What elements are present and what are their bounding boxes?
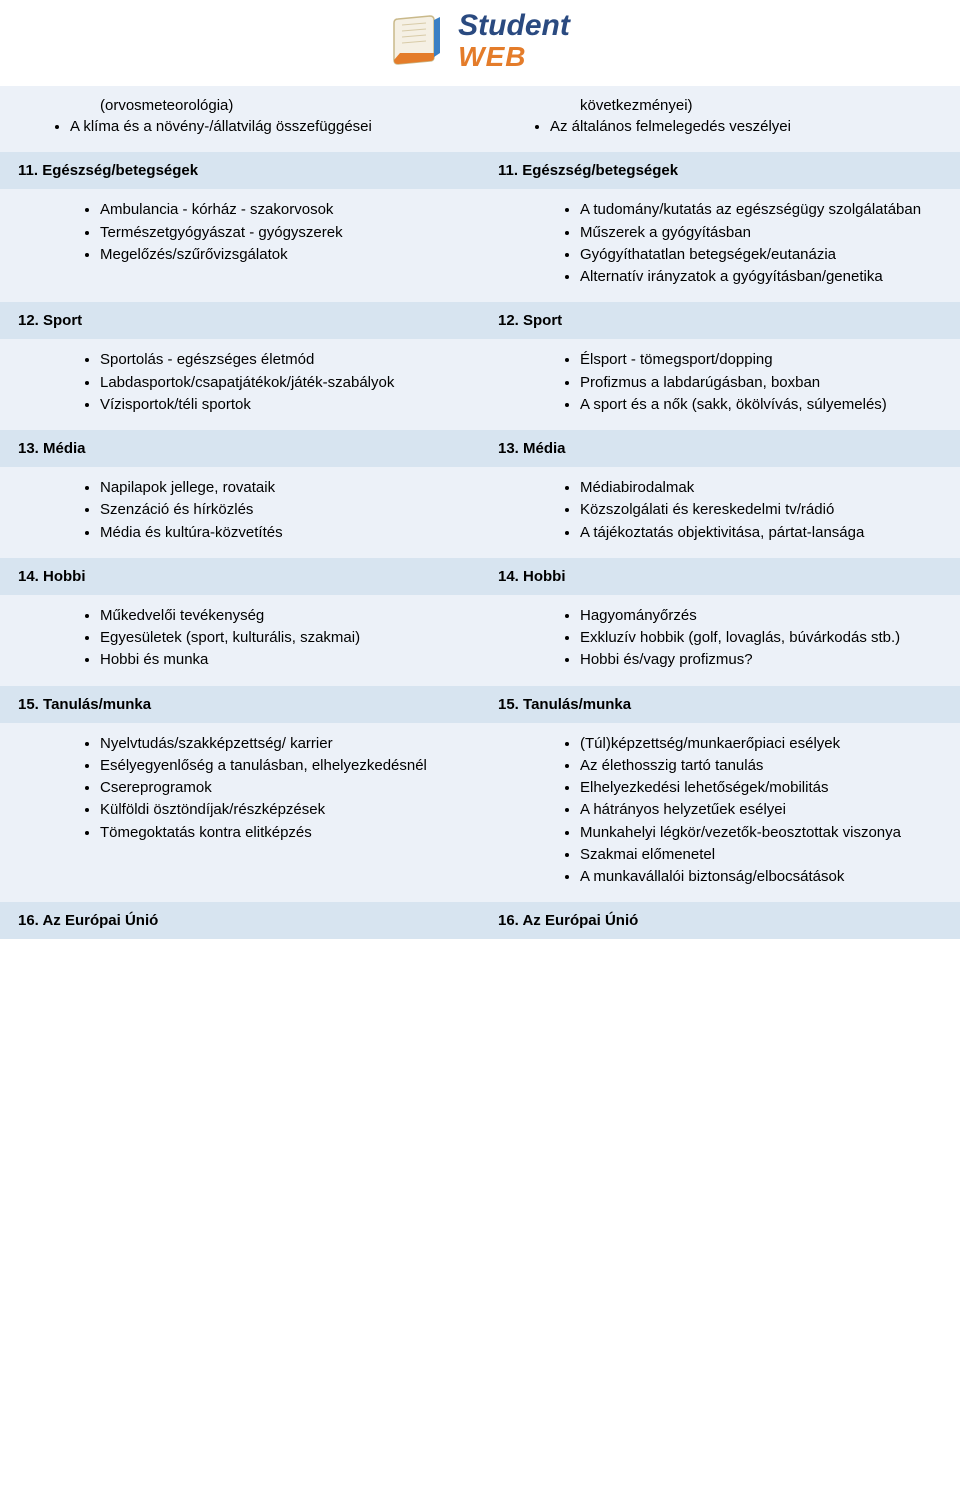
section-16-right-heading: 16. Az Európai Únió xyxy=(480,902,960,939)
continuation-right-line: következményei) xyxy=(498,96,942,116)
list-item: A munkavállalói biztonság/elbocsátások xyxy=(580,866,942,888)
list-item: Alternatív irányzatok a gyógyításban/gen… xyxy=(580,266,942,288)
list-item: Egyesületek (sport, kulturális, szakmai) xyxy=(100,627,462,649)
list-item: Ambulancia - kórház - szakorvosok xyxy=(100,199,462,221)
continuation-left-list: A klíma és a növény-/állatvilág összefüg… xyxy=(18,116,462,138)
section-13-right-list: Médiabirodalmak Közszolgálati és kereske… xyxy=(498,477,942,544)
list-item: Profizmus a labdarúgásban, boxban xyxy=(580,372,942,394)
section-13-right-heading: 13. Média xyxy=(480,430,960,467)
logo-icon xyxy=(390,13,450,68)
list-item: Sportolás - egészséges életmód xyxy=(100,349,462,371)
section-15-left-heading: 15. Tanulás/munka xyxy=(0,686,480,723)
list-item: Csereprogramok xyxy=(100,777,462,799)
list-item: Médiabirodalmak xyxy=(580,477,942,499)
list-item: Labdasportok/csapatjátékok/játék-szabály… xyxy=(100,372,462,394)
list-item: Szenzáció és hírközlés xyxy=(100,499,462,521)
section-13-left-list: Napilapok jellege, rovataik Szenzáció és… xyxy=(18,477,462,544)
list-item: Hobbi és munka xyxy=(100,649,462,671)
section-12-left-list: Sportolás - egészséges életmód Labdaspor… xyxy=(18,349,462,416)
list-item: Esélyegyenlőség a tanulásban, elhelyezke… xyxy=(100,755,462,777)
list-item: Nyelvtudás/szakképzettség/ karrier xyxy=(100,733,462,755)
list-item: A tudomány/kutatás az egészségügy szolgá… xyxy=(580,199,942,221)
section-14-right-heading: 14. Hobbi xyxy=(480,558,960,595)
section-12-right-heading: 12. Sport xyxy=(480,302,960,339)
list-item: Műszerek a gyógyításban xyxy=(580,222,942,244)
list-item: Elhelyezkedési lehetőségek/mobilitás xyxy=(580,777,942,799)
list-item: Természetgyógyászat - gyógyszerek xyxy=(100,222,462,244)
section-11-left-list: Ambulancia - kórház - szakorvosok Termés… xyxy=(18,199,462,266)
list-item: Hobbi és/vagy profizmus? xyxy=(580,649,942,671)
section-16-left-heading: 16. Az Európai Únió xyxy=(0,902,480,939)
list-item: Munkahelyi légkör/vezetők-beosztottak vi… xyxy=(580,822,942,844)
section-11-right-heading: 11. Egészség/betegségek xyxy=(480,152,960,189)
list-item: (Túl)képzettség/munkaerőpiaci esélyek xyxy=(580,733,942,755)
continuation-right-list: Az általános felmelegedés veszélyei xyxy=(498,116,942,138)
section-11-left-heading: 11. Egészség/betegségek xyxy=(0,152,480,189)
list-item: Média és kultúra-közvetítés xyxy=(100,522,462,544)
logo-student: Student xyxy=(458,10,570,42)
section-11-right-list: A tudomány/kutatás az egészségügy szolgá… xyxy=(498,199,942,288)
continuation-left-line: (orvosmeteorológia) xyxy=(18,96,462,116)
list-item: Exkluzív hobbik (golf, lovaglás, búvárko… xyxy=(580,627,942,649)
list-item: Szakmai előmenetel xyxy=(580,844,942,866)
content-table: (orvosmeteorológia) A klíma és a növény-… xyxy=(0,86,960,940)
list-item: Élsport - tömegsport/dopping xyxy=(580,349,942,371)
list-item: A hátrányos helyzetűek esélyei xyxy=(580,799,942,821)
section-12-right-list: Élsport - tömegsport/dopping Profizmus a… xyxy=(498,349,942,416)
list-item: A sport és a nők (sakk, ökölvívás, súlye… xyxy=(580,394,942,416)
list-item: Külföldi ösztöndíjak/részképzések xyxy=(100,799,462,821)
list-item: Napilapok jellege, rovataik xyxy=(100,477,462,499)
section-14-right-list: Hagyományőrzés Exkluzív hobbik (golf, lo… xyxy=(498,605,942,672)
logo-web: WEB xyxy=(458,42,570,71)
list-item: Gyógyíthatatlan betegségek/eutanázia xyxy=(580,244,942,266)
section-15-left-list: Nyelvtudás/szakképzettség/ karrier Esély… xyxy=(18,733,462,844)
section-15-right-list: (Túl)képzettség/munkaerőpiaci esélyek Az… xyxy=(498,733,942,889)
list-item: Hagyományőrzés xyxy=(580,605,942,627)
list-item: Tömegoktatás kontra elitképzés xyxy=(100,822,462,844)
list-item: Az általános felmelegedés veszélyei xyxy=(550,116,942,138)
section-12-left-heading: 12. Sport xyxy=(0,302,480,339)
section-14-left-heading: 14. Hobbi xyxy=(0,558,480,595)
section-15-right-heading: 15. Tanulás/munka xyxy=(480,686,960,723)
list-item: Műkedvelői tevékenység xyxy=(100,605,462,627)
list-item: A tájékoztatás objektivitása, pártat-lan… xyxy=(580,522,942,544)
list-item: Megelőzés/szűrővizsgálatok xyxy=(100,244,462,266)
list-item: Az élethosszig tartó tanulás xyxy=(580,755,942,777)
list-item: A klíma és a növény-/állatvilág összefüg… xyxy=(70,116,462,138)
section-14-left-list: Műkedvelői tevékenység Egyesületek (spor… xyxy=(18,605,462,672)
section-13-left-heading: 13. Média xyxy=(0,430,480,467)
list-item: Vízisportok/téli sportok xyxy=(100,394,462,416)
logo-text: Student WEB xyxy=(458,10,570,71)
logo: Student WEB xyxy=(0,0,960,86)
list-item: Közszolgálati és kereskedelmi tv/rádió xyxy=(580,499,942,521)
